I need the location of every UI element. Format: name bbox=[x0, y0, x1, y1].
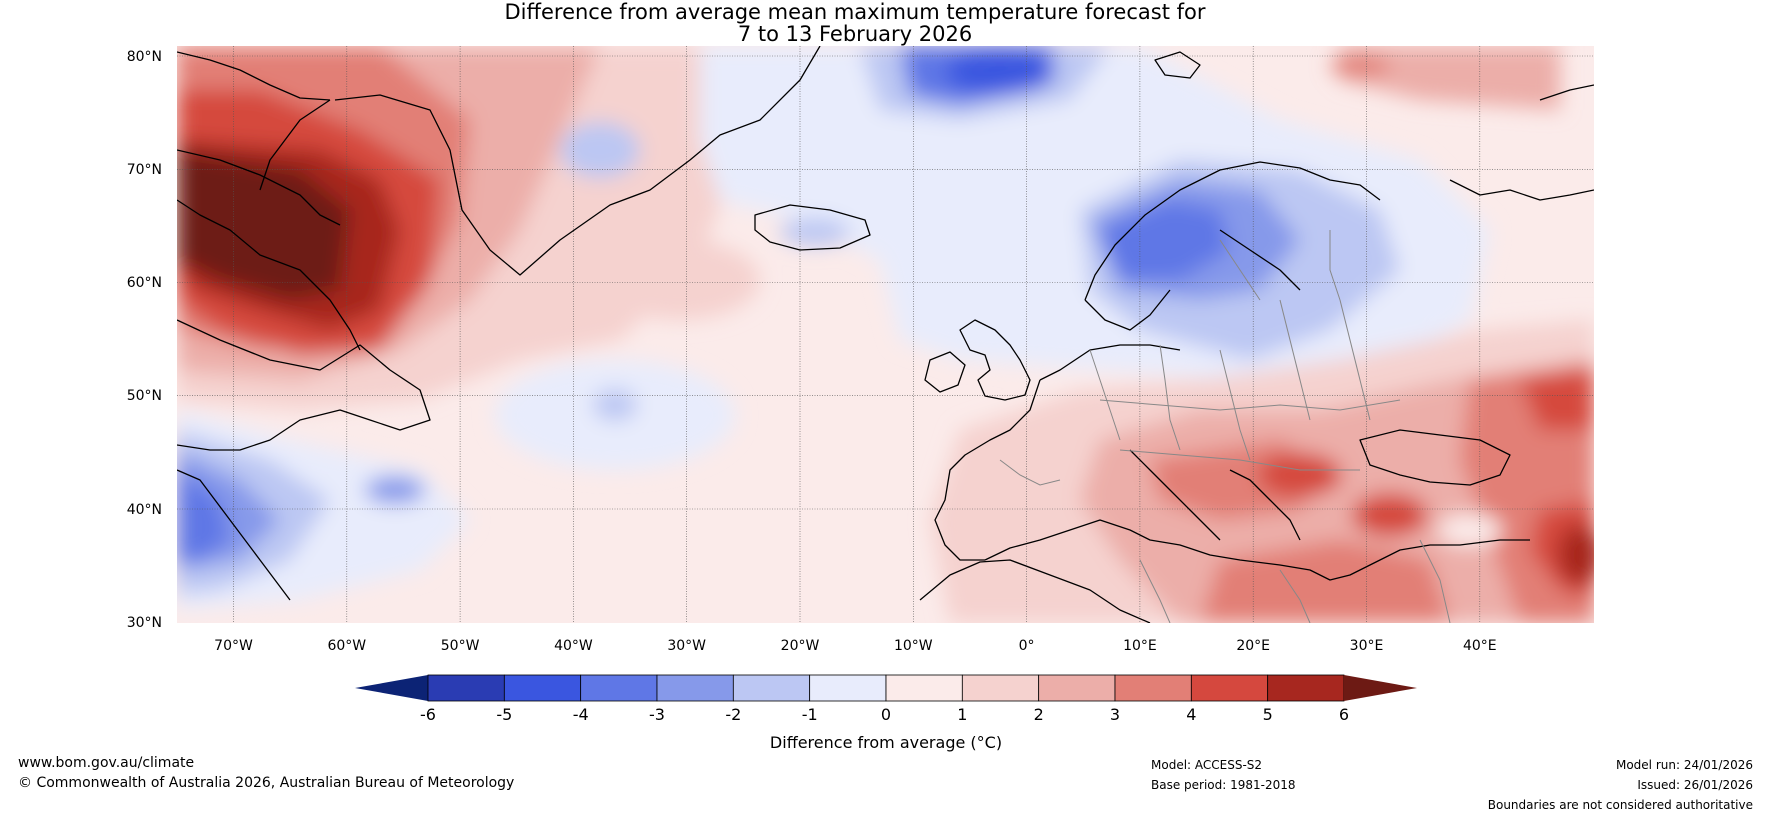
lon-label: 0° bbox=[1019, 638, 1035, 654]
lon-label: 70°W bbox=[214, 638, 253, 654]
lon-label: 10°W bbox=[894, 638, 933, 654]
colorbar-tick-label: 0 bbox=[881, 705, 891, 724]
colorbar-tick-label: -3 bbox=[649, 705, 665, 724]
colorbar-tick-label: -1 bbox=[802, 705, 818, 724]
colorbar-segment bbox=[656, 674, 734, 702]
colorbar-tick-label: 6 bbox=[1339, 705, 1349, 724]
lat-label: 70°N bbox=[127, 162, 162, 178]
lon-label: 40°W bbox=[554, 638, 593, 654]
lat-label: 40°N bbox=[127, 502, 162, 518]
colorbar-segment bbox=[1114, 674, 1192, 702]
colorbar-segment bbox=[961, 674, 1040, 702]
colorbar-segment bbox=[1038, 674, 1116, 702]
colorbar-left-arrow bbox=[355, 675, 428, 701]
chart-title-line1: Difference from average mean maximum tem… bbox=[504, 0, 1206, 24]
footer-model-run: Model run: 24/01/2026 bbox=[1615, 758, 1753, 772]
colorbar-tick-label: 1 bbox=[957, 705, 967, 724]
chart-title-line2: 7 to 13 February 2026 bbox=[737, 22, 973, 46]
lon-label: 20°E bbox=[1236, 638, 1270, 654]
footer-disclaimer: Boundaries are not considered authoritat… bbox=[1487, 798, 1753, 812]
lat-label: 50°N bbox=[127, 388, 162, 404]
footer-website: www.bom.gov.au/climate bbox=[18, 755, 195, 771]
gridlines bbox=[177, 46, 1594, 623]
colorbar-segment bbox=[427, 674, 505, 702]
latitude-labels: 80°N 70°N 60°N 50°N 40°N 30°N bbox=[127, 49, 162, 631]
colorbar-segment bbox=[809, 674, 887, 702]
colorbar-tick-label: 2 bbox=[1034, 705, 1044, 724]
colorbar-right-arrow bbox=[1344, 675, 1417, 701]
footer-copyright: © Commonwealth of Australia 2026, Austra… bbox=[18, 775, 515, 791]
colorbar-tick-label: -4 bbox=[573, 705, 589, 724]
lon-label: 60°W bbox=[327, 638, 366, 654]
country-borders bbox=[999, 230, 1451, 623]
colorbar-segment bbox=[885, 674, 963, 702]
colorbar-segment bbox=[580, 674, 658, 702]
colorbar: -6 -5 -4 -3 -2 -1 0 1 2 3 4 5 6 Difference from aver… bbox=[355, 674, 1417, 752]
lon-label: 30°E bbox=[1350, 638, 1384, 654]
colorbar-tick-label: 4 bbox=[1186, 705, 1196, 724]
longitude-labels: 70°W 60°W 50°W 40°W 30°W 20°W 10°W 0° 10… bbox=[214, 638, 1496, 654]
coastlines bbox=[177, 46, 1594, 623]
colorbar-tick-label: 5 bbox=[1263, 705, 1273, 724]
lon-label: 30°W bbox=[667, 638, 706, 654]
lon-label: 20°W bbox=[781, 638, 820, 654]
footer-model: Model: ACCESS-S2 bbox=[1151, 758, 1263, 772]
colorbar-tick-label: -5 bbox=[496, 705, 512, 724]
lat-label: 60°N bbox=[127, 275, 162, 291]
colorbar-tick-label: 3 bbox=[1110, 705, 1120, 724]
colorbar-segment bbox=[732, 674, 811, 702]
lat-label: 30°N bbox=[127, 615, 162, 631]
footer-base-period: Base period: 1981-2018 bbox=[1151, 778, 1296, 792]
colorbar-tick-label: -2 bbox=[725, 705, 741, 724]
colorbar-label: Difference from average (°C) bbox=[770, 733, 1002, 752]
lon-label: 50°W bbox=[441, 638, 480, 654]
colorbar-segment bbox=[1190, 674, 1269, 702]
anomaly-field bbox=[177, 46, 1594, 623]
lon-label: 40°E bbox=[1463, 638, 1497, 654]
colorbar-tick-label: -6 bbox=[420, 705, 436, 724]
colorbar-segment bbox=[503, 674, 582, 702]
footer-issued: Issued: 26/01/2026 bbox=[1637, 778, 1753, 792]
lon-label: 10°E bbox=[1123, 638, 1157, 654]
colorbar-segment bbox=[1267, 674, 1345, 702]
lat-label: 80°N bbox=[127, 49, 162, 65]
